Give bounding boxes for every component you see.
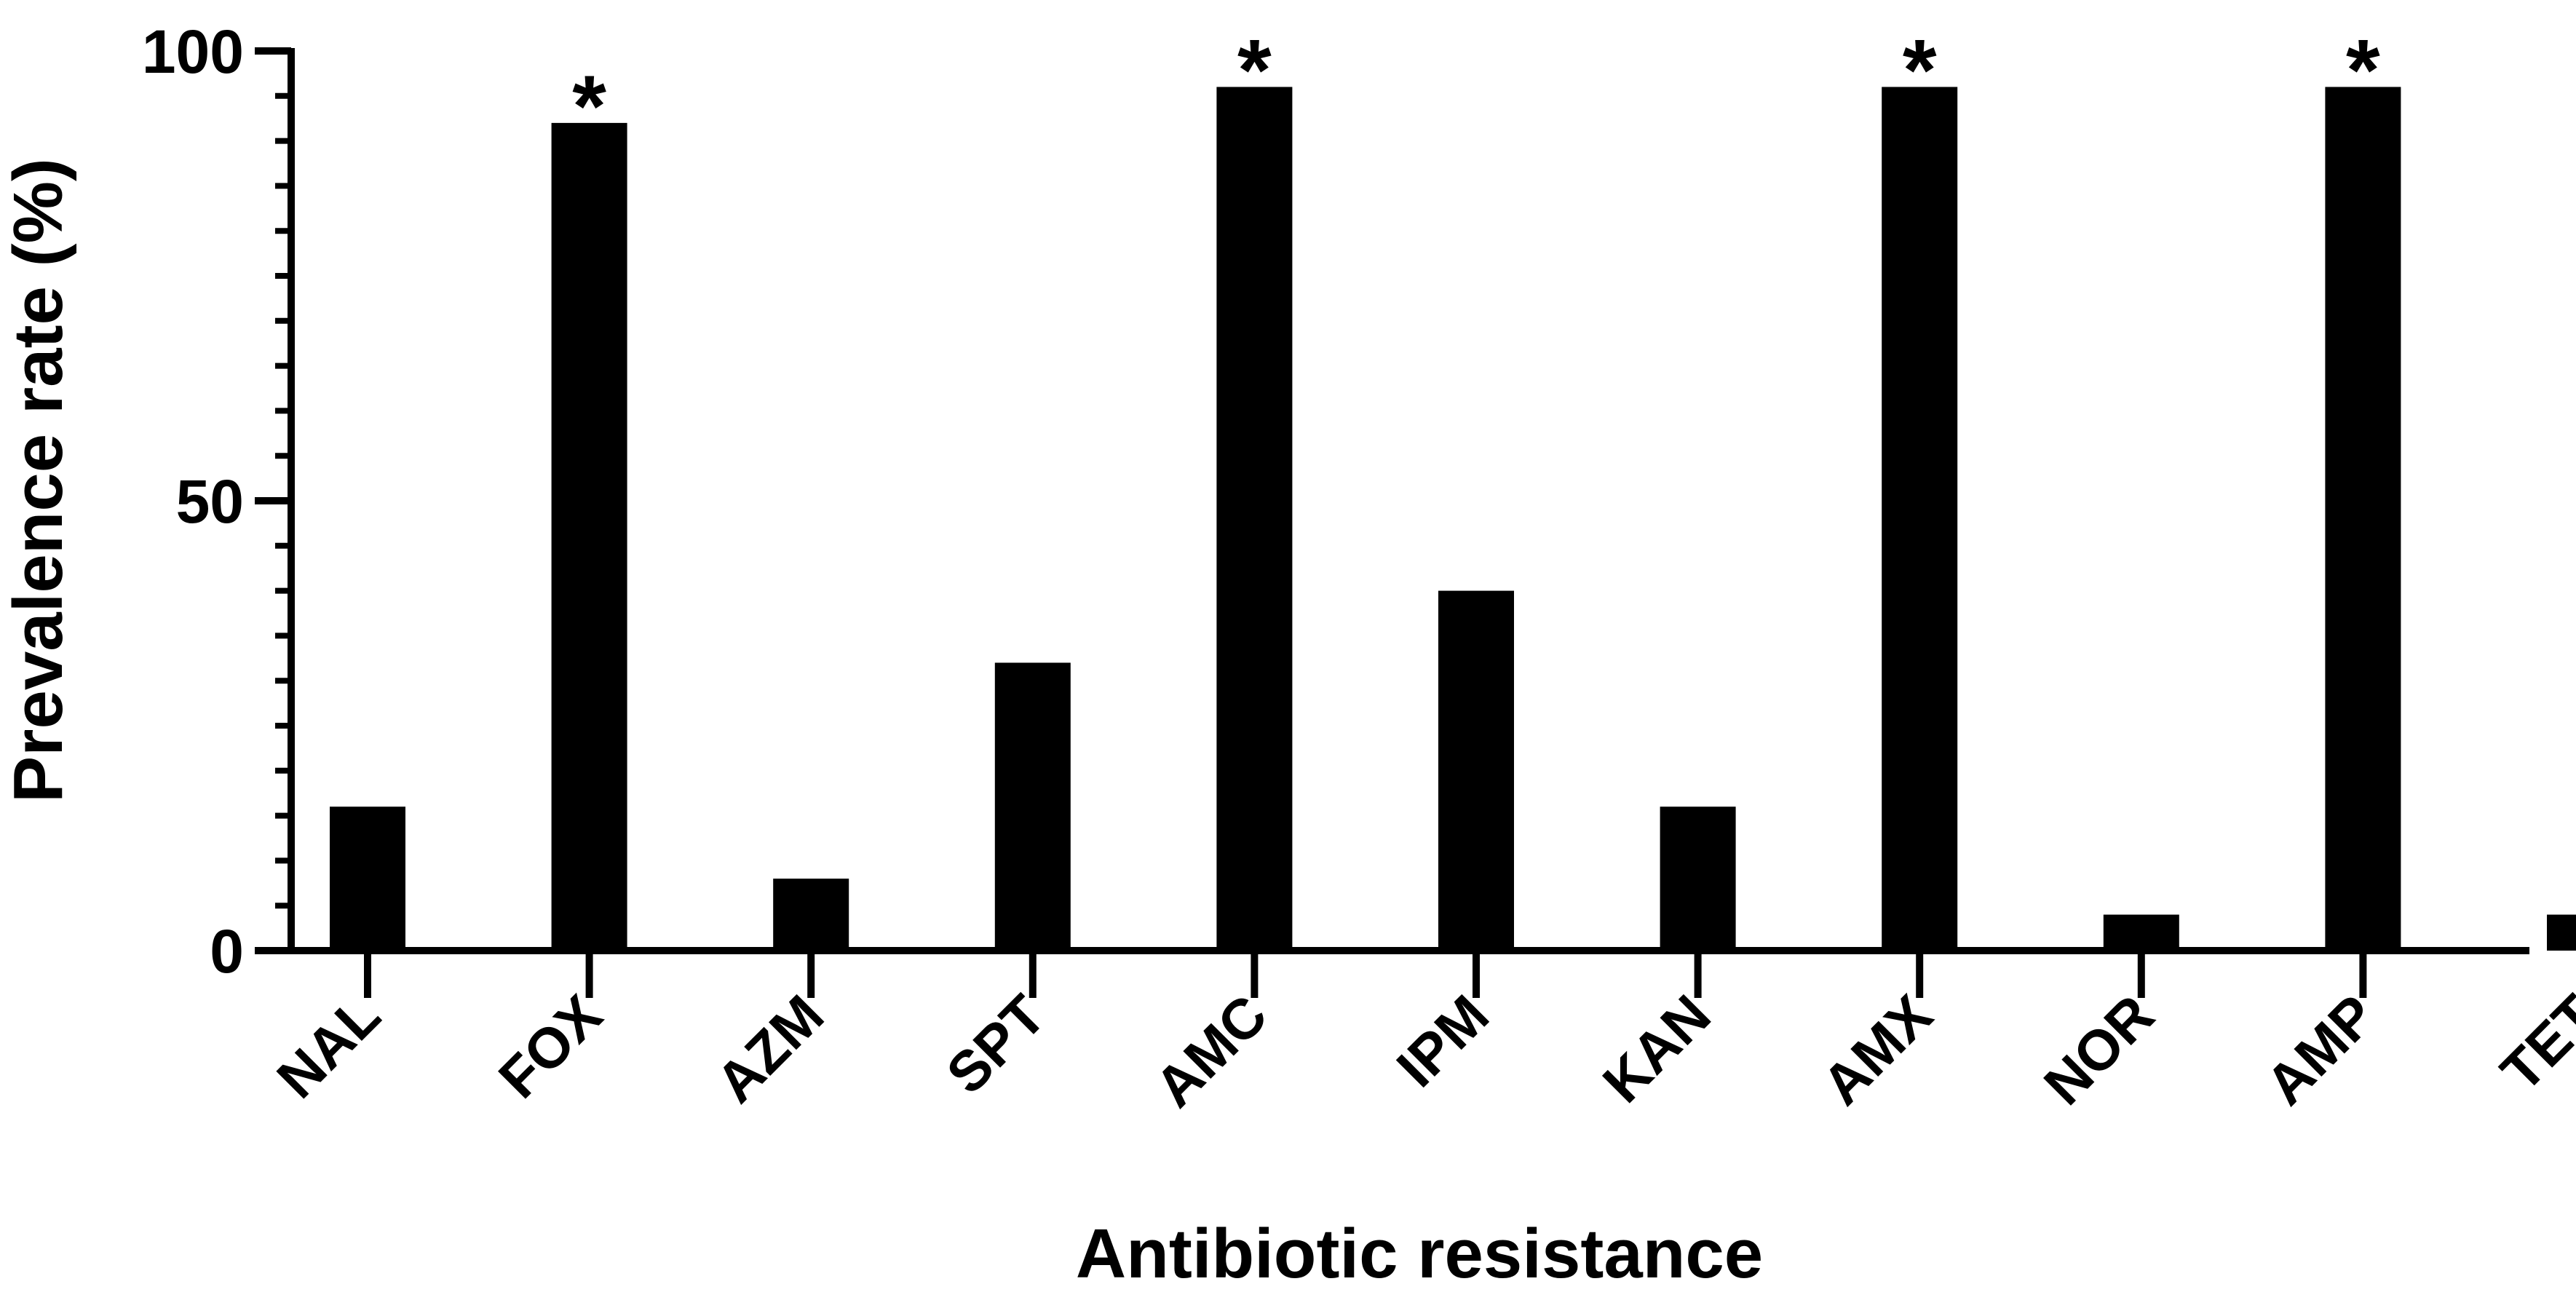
x-axis: NALFOXAZMSPTAMCIPMKANAMXNORAMPTETLVXFEPG… — [264, 947, 2576, 1119]
x-tick-label: KAN — [1590, 983, 1723, 1115]
significance-marker: * — [2346, 21, 2380, 119]
x-tick-label: NOR — [2032, 983, 2166, 1117]
bar-ipm — [1438, 590, 1514, 951]
x-tick-label: SPT — [934, 983, 1057, 1106]
x-tick-label: FOX — [486, 983, 614, 1111]
y-axis: 0 50 100 — [142, 17, 295, 986]
x-tick-label: TET — [2489, 983, 2576, 1103]
x-tick-label: AZM — [704, 983, 836, 1115]
y-axis-label: Prevalence rate (%) — [0, 158, 77, 803]
bar-tet — [2547, 914, 2576, 951]
bar-amc — [1216, 87, 1293, 951]
bar-nal — [330, 806, 405, 951]
x-tick-label: AMP — [2254, 983, 2388, 1117]
x-axis-label: Antibiotic resistance — [1076, 1215, 1763, 1293]
bar-amx — [1882, 87, 1958, 951]
significance-markers: ******* — [572, 21, 2380, 155]
y-tick-label: 50 — [176, 467, 244, 536]
bar-spt — [994, 662, 1071, 951]
bar-azm — [773, 879, 849, 951]
bar-amp — [2325, 87, 2401, 951]
bars-group — [330, 87, 2576, 951]
y-tick-label: 0 — [210, 917, 244, 986]
x-tick-label: NAL — [264, 983, 392, 1111]
bar-kan — [1660, 806, 1736, 951]
bar-fox — [551, 122, 627, 951]
x-tick-label: IPM — [1384, 983, 1501, 1099]
significance-marker: * — [1237, 21, 1272, 119]
significance-marker: * — [1903, 21, 1937, 119]
bar-nor — [2103, 914, 2179, 951]
significance-marker: * — [572, 58, 606, 155]
x-tick-label: AMX — [1810, 983, 1944, 1117]
x-tick-label: AMC — [1143, 983, 1280, 1119]
y-tick-label: 100 — [142, 17, 244, 86]
